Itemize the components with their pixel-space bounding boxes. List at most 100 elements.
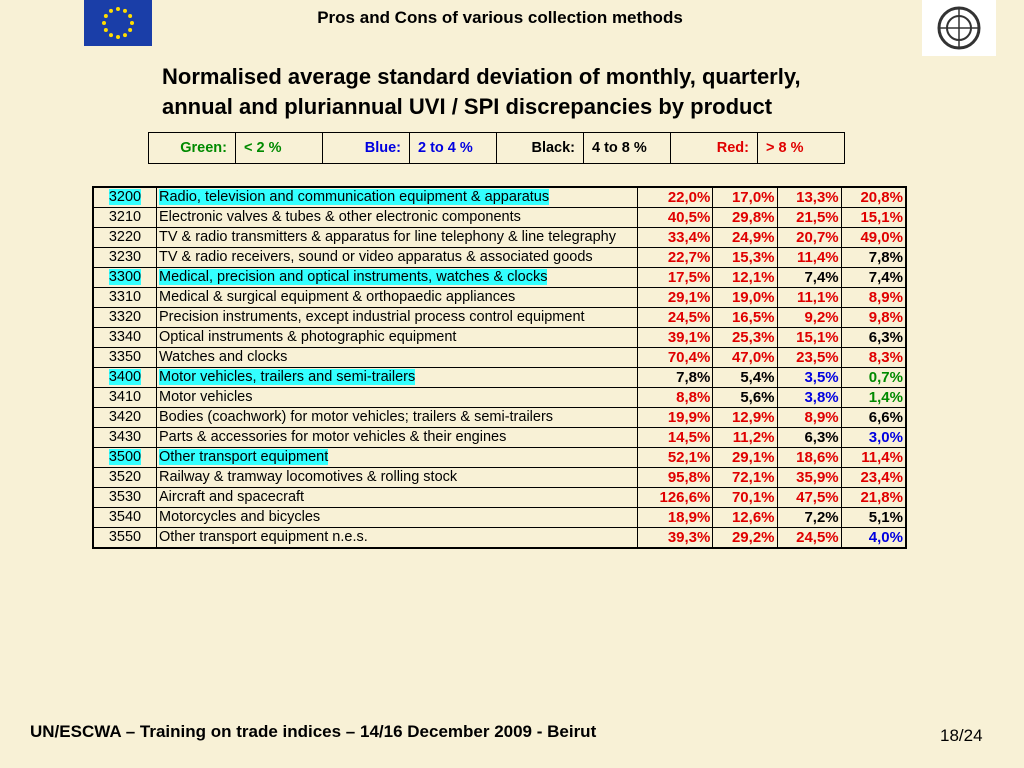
product-description: TV & radio transmitters & apparatus for … — [156, 227, 638, 248]
table-row: 3530 Aircraft and spacecraft 126,6% 70,1% 47… — [92, 487, 907, 508]
discrepancy-value: 6,6% — [840, 407, 907, 428]
discrepancy-value: 15,1% — [776, 327, 842, 348]
discrepancy-value: 95,8% — [636, 467, 714, 488]
discrepancy-value: 22,7% — [636, 247, 714, 268]
product-code: 3540 — [92, 507, 157, 528]
product-description: Railway & tramway locomotives & rolling … — [156, 467, 638, 488]
product-description: Parts & accessories for motor vehicles &… — [156, 427, 638, 448]
discrepancy-value: 6,3% — [776, 427, 842, 448]
code-text: 3340 — [108, 329, 142, 345]
description-text: Other transport equipment n.e.s. — [159, 529, 368, 545]
description-text: Medical, precision and optical instrumen… — [159, 269, 548, 285]
product-description: Other transport equipment n.e.s. — [156, 527, 638, 549]
code-text: 3220 — [108, 229, 142, 245]
code-text: 3430 — [108, 429, 142, 445]
product-code: 3530 — [92, 487, 157, 508]
description-text: TV & radio receivers, sound or video app… — [159, 249, 593, 265]
description-text: Aircraft and spacecraft — [159, 489, 305, 505]
discrepancy-value: 35,9% — [776, 467, 842, 488]
discrepancy-value: 7,4% — [776, 267, 842, 288]
subtitle: Normalised average standard deviation of… — [162, 62, 801, 122]
discrepancy-value: 11,1% — [776, 287, 842, 308]
discrepancy-value: 29,2% — [712, 527, 778, 549]
product-code: 3230 — [92, 247, 157, 268]
discrepancy-value: 7,8% — [840, 247, 907, 268]
product-description: Motorcycles and bicycles — [156, 507, 638, 528]
discrepancy-value: 18,9% — [636, 507, 714, 528]
discrepancy-value: 47,5% — [776, 487, 842, 508]
code-text: 3320 — [108, 309, 142, 325]
description-text: Motor vehicles — [159, 389, 253, 405]
table-row: 3550 Other transport equipment n.e.s. 39,3… — [92, 527, 907, 549]
discrepancy-value: 18,6% — [776, 447, 842, 468]
un-logo — [922, 0, 996, 56]
description-text: Precision instruments, except industrial… — [159, 309, 585, 325]
code-text: 3530 — [108, 489, 142, 505]
table-row: 3350 Watches and clocks 70,4% 47,0% 23,5% 8,3… — [92, 347, 907, 368]
data-table: 3200 Radio, television and communication … — [92, 186, 907, 549]
discrepancy-value: 5,4% — [712, 367, 778, 388]
description-text: Motor vehicles, trailers and semi-traile… — [159, 369, 416, 385]
discrepancy-value: 3,5% — [776, 367, 842, 388]
product-code: 3300 — [92, 267, 157, 288]
discrepancy-value: 72,1% — [712, 467, 778, 488]
discrepancy-value: 11,2% — [712, 427, 778, 448]
product-description: Watches and clocks — [156, 347, 638, 368]
table-row: 3500 Other transport equipment 52,1% 29,1% 1… — [92, 447, 907, 468]
product-description: Medical, precision and optical instrumen… — [156, 267, 638, 288]
discrepancy-value: 29,1% — [636, 287, 714, 308]
discrepancy-value: 4,0% — [840, 527, 907, 549]
table-row: 3200 Radio, television and communication … — [92, 186, 907, 208]
product-description: Motor vehicles — [156, 387, 638, 408]
discrepancy-value: 33,4% — [636, 227, 714, 248]
discrepancy-value: 22,0% — [636, 186, 714, 208]
description-text: Motorcycles and bicycles — [159, 509, 321, 525]
discrepancy-value: 7,2% — [776, 507, 842, 528]
discrepancy-value: 11,4% — [840, 447, 907, 468]
product-description: Medical & surgical equipment & orthopaed… — [156, 287, 638, 308]
description-text: Radio, television and communication equi… — [159, 189, 550, 205]
product-code: 3400 — [92, 367, 157, 388]
code-text: 3200 — [108, 189, 142, 205]
legend-range: 4 to 8 % — [583, 132, 671, 164]
legend-range: > 8 % — [757, 132, 845, 164]
description-text: Parts & accessories for motor vehicles &… — [159, 429, 507, 445]
description-text: Optical instruments & photographic equip… — [159, 329, 457, 345]
table-row: 3430 Parts & accessories for motor vehicl… — [92, 427, 907, 448]
product-code: 3430 — [92, 427, 157, 448]
code-text: 3350 — [108, 349, 142, 365]
discrepancy-value: 16,5% — [712, 307, 778, 328]
product-code: 3210 — [92, 207, 157, 228]
discrepancy-value: 12,1% — [712, 267, 778, 288]
product-description: Precision instruments, except industrial… — [156, 307, 638, 328]
code-text: 3410 — [108, 389, 142, 405]
code-text: 3520 — [108, 469, 142, 485]
discrepancy-value: 49,0% — [840, 227, 907, 248]
discrepancy-value: 8,9% — [776, 407, 842, 428]
discrepancy-value: 19,0% — [712, 287, 778, 308]
discrepancy-value: 19,9% — [636, 407, 714, 428]
discrepancy-value: 24,5% — [776, 527, 842, 549]
product-description: Motor vehicles, trailers and semi-traile… — [156, 367, 638, 388]
discrepancy-value: 1,4% — [840, 387, 907, 408]
discrepancy-value: 12,9% — [712, 407, 778, 428]
discrepancy-value: 9,8% — [840, 307, 907, 328]
discrepancy-value: 7,8% — [636, 367, 714, 388]
discrepancy-value: 3,0% — [840, 427, 907, 448]
discrepancy-value: 5,1% — [840, 507, 907, 528]
discrepancy-value: 3,8% — [776, 387, 842, 408]
discrepancy-value: 25,3% — [712, 327, 778, 348]
discrepancy-value: 23,4% — [840, 467, 907, 488]
table-row: 3340 Optical instruments & photographic e… — [92, 327, 907, 348]
description-text: Railway & tramway locomotives & rolling … — [159, 469, 458, 485]
legend-label: Black: — [496, 132, 584, 164]
discrepancy-value: 12,6% — [712, 507, 778, 528]
product-code: 3310 — [92, 287, 157, 308]
discrepancy-value: 6,3% — [840, 327, 907, 348]
code-text: 3310 — [108, 289, 142, 305]
discrepancy-value: 8,3% — [840, 347, 907, 368]
product-description: Other transport equipment — [156, 447, 638, 468]
discrepancy-value: 29,1% — [712, 447, 778, 468]
product-code: 3340 — [92, 327, 157, 348]
discrepancy-value: 0,7% — [840, 367, 907, 388]
